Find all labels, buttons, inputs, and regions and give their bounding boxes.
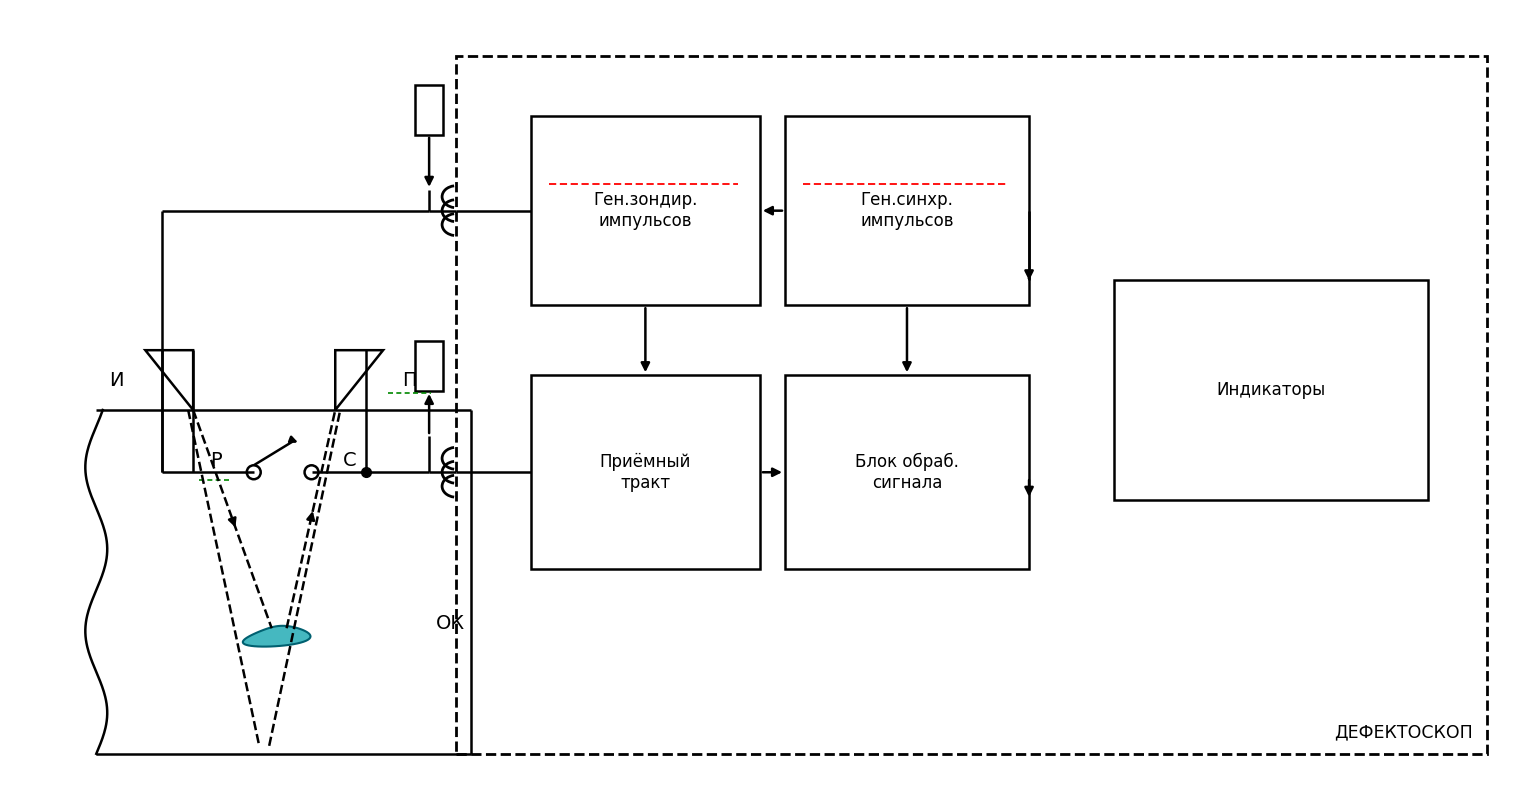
Text: Блок обраб.
сигнала: Блок обраб. сигнала: [854, 453, 959, 492]
FancyBboxPatch shape: [530, 116, 761, 305]
Text: П: П: [401, 371, 417, 390]
Text: ОК: ОК: [436, 614, 465, 633]
FancyBboxPatch shape: [785, 375, 1029, 570]
Text: Индикаторы: Индикаторы: [1217, 381, 1326, 399]
FancyBboxPatch shape: [415, 85, 442, 135]
Text: Приёмный
тракт: Приёмный тракт: [600, 453, 691, 492]
FancyBboxPatch shape: [415, 341, 442, 391]
FancyBboxPatch shape: [785, 116, 1029, 305]
Text: И: И: [109, 371, 124, 390]
Text: ДЕФЕКТОСКОП: ДЕФЕКТОСКОП: [1333, 724, 1473, 742]
FancyBboxPatch shape: [1114, 281, 1427, 500]
Text: Р: Р: [211, 451, 221, 470]
Polygon shape: [242, 626, 311, 646]
Text: Ген.синхр.
импульсов: Ген.синхр. импульсов: [861, 191, 954, 230]
Text: Ген.зондир.
импульсов: Ген.зондир. импульсов: [594, 191, 697, 230]
Text: С: С: [342, 451, 356, 470]
FancyBboxPatch shape: [530, 375, 761, 570]
